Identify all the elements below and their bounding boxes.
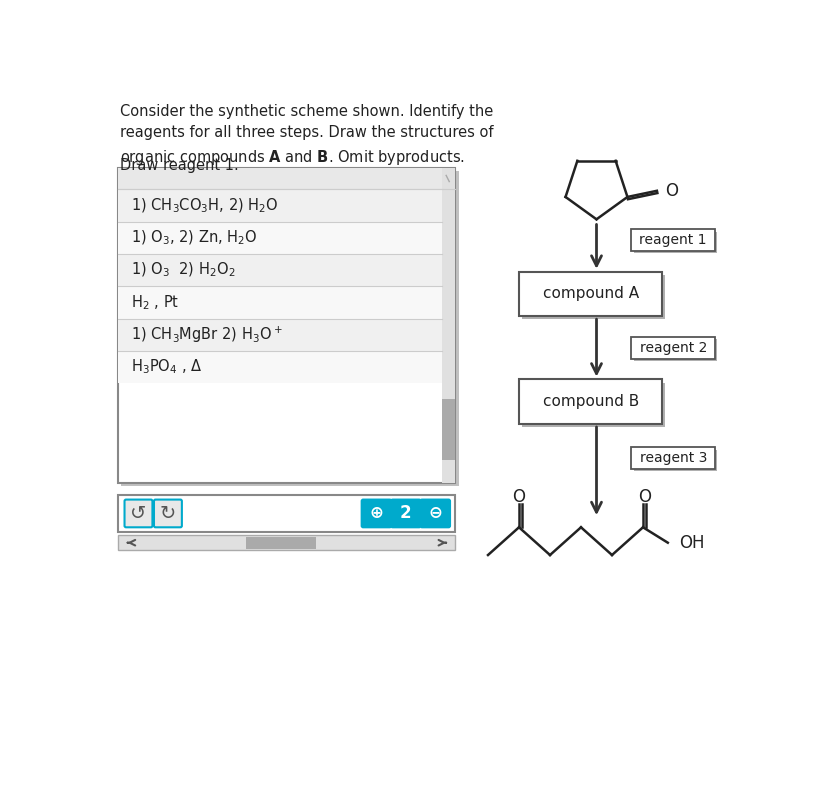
FancyBboxPatch shape (119, 189, 442, 221)
FancyBboxPatch shape (119, 221, 442, 254)
Text: ↺: ↺ (130, 504, 147, 523)
FancyBboxPatch shape (522, 275, 665, 319)
FancyBboxPatch shape (119, 168, 455, 189)
FancyBboxPatch shape (519, 380, 662, 424)
FancyBboxPatch shape (362, 500, 391, 527)
FancyBboxPatch shape (631, 337, 715, 359)
Text: ↻: ↻ (159, 504, 176, 523)
FancyBboxPatch shape (631, 229, 715, 251)
FancyBboxPatch shape (391, 500, 421, 527)
Text: Draw reagent 1.: Draw reagent 1. (120, 158, 239, 173)
FancyBboxPatch shape (119, 535, 455, 550)
Text: O: O (665, 182, 678, 200)
FancyBboxPatch shape (119, 495, 455, 532)
Text: reagent 3: reagent 3 (640, 451, 707, 465)
Text: reagent 2: reagent 2 (640, 341, 707, 355)
FancyBboxPatch shape (442, 168, 455, 483)
Text: ⊖: ⊖ (428, 504, 443, 522)
Text: O: O (638, 488, 651, 505)
Text: ⊕: ⊕ (369, 504, 383, 522)
Text: Consider the synthetic scheme shown. Identify the
reagents for all three steps. : Consider the synthetic scheme shown. Ide… (120, 104, 493, 167)
FancyBboxPatch shape (519, 272, 662, 316)
FancyBboxPatch shape (634, 449, 717, 471)
FancyBboxPatch shape (154, 500, 182, 527)
FancyBboxPatch shape (443, 399, 455, 460)
Text: 1) CH$_3$CO$_3$H, 2) H$_2$O: 1) CH$_3$CO$_3$H, 2) H$_2$O (131, 196, 278, 214)
FancyBboxPatch shape (119, 351, 442, 383)
FancyBboxPatch shape (631, 448, 715, 469)
FancyBboxPatch shape (634, 340, 717, 361)
Text: 1) O$_3$, 2) Zn, H$_2$O: 1) O$_3$, 2) Zn, H$_2$O (131, 229, 257, 247)
Text: OH: OH (679, 533, 704, 552)
Text: 1) CH$_3$MgBr 2) H$_3$O$^+$: 1) CH$_3$MgBr 2) H$_3$O$^+$ (131, 325, 282, 345)
FancyBboxPatch shape (421, 500, 450, 527)
Text: 1) O$_3$  2) H$_2$O$_2$: 1) O$_3$ 2) H$_2$O$_2$ (131, 261, 235, 279)
FancyBboxPatch shape (119, 254, 442, 286)
Text: O: O (513, 488, 525, 505)
Text: reagent 1: reagent 1 (640, 233, 707, 247)
Text: compound B: compound B (543, 394, 639, 409)
Text: H$_3$PO$_4$ , $\Delta$: H$_3$PO$_4$ , $\Delta$ (131, 358, 202, 377)
FancyBboxPatch shape (121, 171, 458, 486)
FancyBboxPatch shape (119, 286, 442, 318)
Text: compound A: compound A (543, 287, 639, 302)
FancyBboxPatch shape (246, 537, 316, 549)
FancyBboxPatch shape (124, 500, 153, 527)
FancyBboxPatch shape (119, 168, 455, 483)
Text: 2: 2 (400, 504, 412, 522)
FancyBboxPatch shape (522, 382, 665, 427)
Text: H$_2$ , Pt: H$_2$ , Pt (131, 293, 179, 312)
FancyBboxPatch shape (634, 232, 717, 253)
FancyBboxPatch shape (119, 318, 442, 351)
